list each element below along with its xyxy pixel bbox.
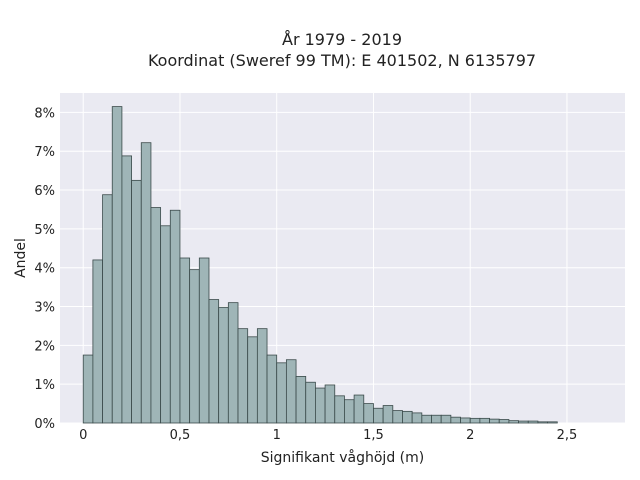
y-tick-label: 8% (34, 106, 55, 121)
histogram-bar (131, 179, 142, 424)
histogram-bar (82, 354, 94, 424)
histogram-bar (440, 414, 452, 424)
histogram-bar (547, 421, 558, 424)
histogram-bar (411, 412, 423, 424)
histogram-bar (169, 209, 181, 424)
histogram-bar (518, 420, 529, 424)
histogram-bar (373, 407, 384, 424)
histogram-bar (111, 106, 123, 424)
histogram-bar (266, 354, 278, 424)
histogram-bar (276, 362, 287, 424)
histogram-bar (256, 328, 268, 424)
x-axis-label: Signifikant våghöjd (m) (261, 449, 424, 466)
y-tick-label: 1% (34, 378, 55, 393)
y-tick-label: 6% (34, 184, 55, 199)
histogram-bar (324, 384, 336, 424)
histogram-bar (102, 194, 113, 424)
y-tick-label: 5% (34, 223, 55, 238)
histogram-bar (227, 302, 239, 424)
x-tick-label: 0 (79, 428, 87, 443)
histogram-bar (285, 359, 297, 424)
y-tick-label: 7% (34, 145, 55, 160)
histogram-bars (82, 106, 558, 424)
x-tick-label: 0,5 (170, 428, 191, 443)
histogram-bar (489, 418, 500, 424)
histogram-bar (469, 417, 481, 424)
histogram-bar (479, 417, 490, 424)
x-tick-label: 1,5 (363, 428, 384, 443)
histogram-bar (315, 387, 326, 424)
histogram-bar (179, 257, 191, 424)
histogram-bar (402, 410, 413, 424)
chart-subtitle: Koordinat (Sweref 99 TM): E 401502, N 61… (148, 51, 536, 70)
histogram-bar (189, 269, 200, 424)
histogram-bar (218, 306, 229, 424)
histogram-bar (392, 410, 403, 424)
axis-ticks: 0 0,5 1 1,5 2 2,5 0% 1% 2% 3% 4% 5% 6% 7% 8% (34, 106, 577, 443)
histogram-bar (92, 259, 103, 424)
y-axis-label: Andel (13, 238, 29, 278)
histogram-bar (237, 328, 249, 424)
histogram-bar (498, 419, 510, 424)
histogram-bar (353, 394, 365, 424)
histogram-bar (208, 299, 220, 424)
histogram-bar (363, 403, 374, 424)
histogram-bar (295, 376, 307, 424)
y-tick-label: 0% (34, 417, 55, 432)
histogram-bar (537, 421, 549, 424)
histogram-bar (508, 420, 519, 424)
x-tick-label: 2 (466, 428, 474, 443)
x-tick-label: 1 (273, 428, 281, 443)
histogram-bar (450, 416, 461, 424)
histogram-bar (140, 142, 152, 424)
histogram-bar (247, 336, 258, 424)
histogram-bar (334, 395, 345, 424)
x-tick-label: 2,5 (557, 428, 578, 443)
histogram-bar (160, 225, 171, 424)
y-tick-label: 2% (34, 339, 55, 354)
chart-title: År 1979 - 2019 (282, 30, 402, 49)
histogram-bar (150, 207, 162, 424)
histogram-bar (305, 381, 316, 424)
histogram-bar (344, 399, 355, 424)
histogram-bar (421, 414, 432, 424)
histogram-bar (198, 257, 210, 424)
histogram-bar (527, 420, 539, 424)
y-tick-label: 4% (34, 262, 55, 277)
histogram-bar (431, 414, 442, 424)
histogram-bar (382, 405, 394, 424)
histogram-bar (460, 417, 471, 424)
y-tick-label: 3% (34, 301, 55, 316)
histogram-bar (121, 155, 132, 424)
